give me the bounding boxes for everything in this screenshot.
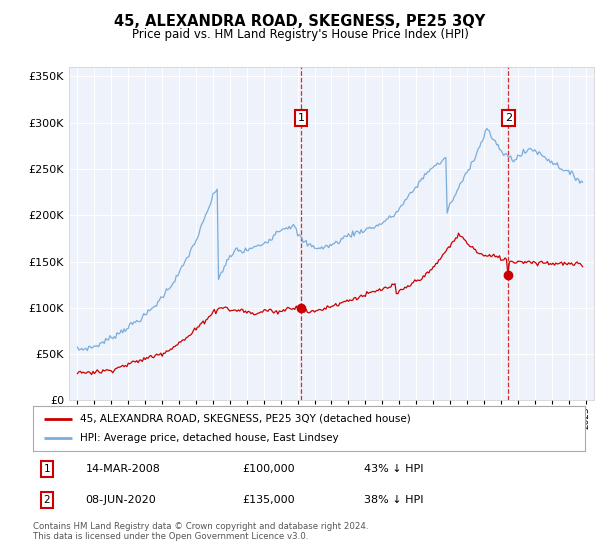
Text: 2: 2	[505, 113, 512, 123]
Text: 38% ↓ HPI: 38% ↓ HPI	[364, 495, 424, 505]
Text: Price paid vs. HM Land Registry's House Price Index (HPI): Price paid vs. HM Land Registry's House …	[131, 28, 469, 41]
Text: Contains HM Land Registry data © Crown copyright and database right 2024.
This d: Contains HM Land Registry data © Crown c…	[33, 522, 368, 542]
Text: 43% ↓ HPI: 43% ↓ HPI	[364, 464, 424, 474]
Text: 45, ALEXANDRA ROAD, SKEGNESS, PE25 3QY: 45, ALEXANDRA ROAD, SKEGNESS, PE25 3QY	[115, 14, 485, 29]
Text: 14-MAR-2008: 14-MAR-2008	[85, 464, 160, 474]
Text: HPI: Average price, detached house, East Lindsey: HPI: Average price, detached house, East…	[80, 433, 338, 444]
Text: 08-JUN-2020: 08-JUN-2020	[85, 495, 156, 505]
Text: £100,000: £100,000	[243, 464, 295, 474]
Text: £135,000: £135,000	[243, 495, 295, 505]
Text: 1: 1	[43, 464, 50, 474]
Text: 1: 1	[298, 113, 305, 123]
Text: 45, ALEXANDRA ROAD, SKEGNESS, PE25 3QY (detached house): 45, ALEXANDRA ROAD, SKEGNESS, PE25 3QY (…	[80, 413, 410, 423]
Text: 2: 2	[43, 495, 50, 505]
